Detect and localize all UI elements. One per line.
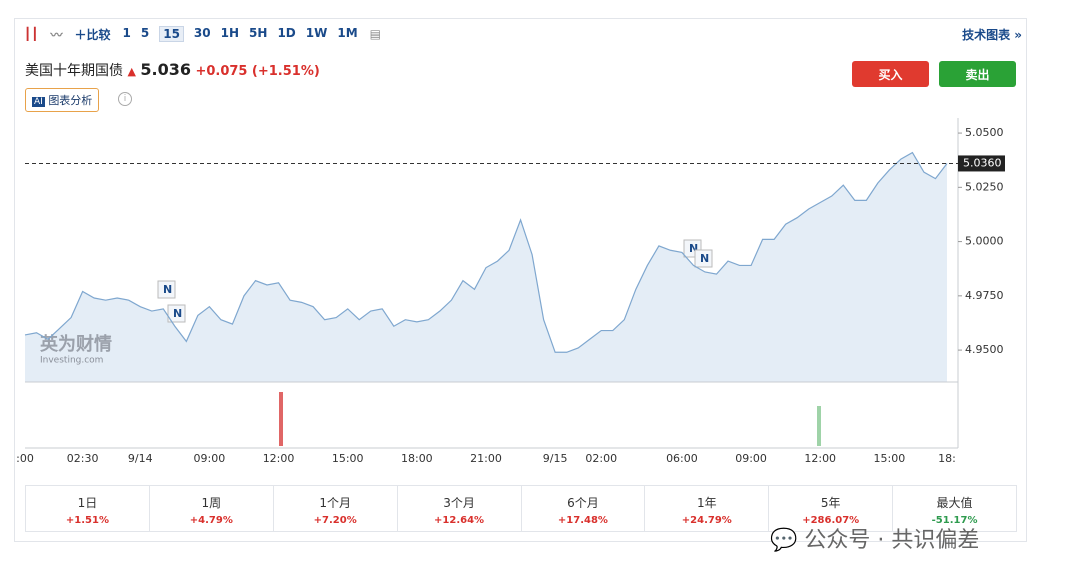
area bbox=[25, 152, 947, 382]
interval[interactable]: 1 bbox=[122, 26, 131, 40]
period: 1个月 bbox=[319, 496, 351, 510]
change: +17.48% bbox=[557, 515, 608, 526]
x-tick-label: 9/14 bbox=[128, 452, 153, 465]
x-tick-label: 09:00 bbox=[735, 452, 767, 465]
period: 1日 bbox=[77, 496, 98, 510]
info-icon[interactable]: i bbox=[118, 92, 132, 106]
period: 1年 bbox=[696, 496, 717, 510]
y-tick-label: 5.0250 bbox=[965, 180, 1004, 193]
ai-icon: AI bbox=[32, 97, 45, 107]
change: +24.79% bbox=[681, 515, 732, 526]
y-tick-label: 4.9750 bbox=[965, 289, 1004, 302]
x-tick-label: 15:00 bbox=[874, 452, 906, 465]
interval[interactable]: 1M bbox=[337, 26, 358, 40]
interval[interactable]: 1D bbox=[277, 26, 296, 40]
up-arrow: ▲ bbox=[127, 65, 136, 78]
change: +7.20% bbox=[313, 515, 357, 526]
logo: 英为财情 bbox=[39, 333, 112, 355]
x-tick-label: 18: bbox=[938, 452, 956, 465]
line-icon[interactable]: 〰 bbox=[50, 27, 63, 42]
last-price-box bbox=[958, 155, 1005, 172]
tech-chart-link[interactable]: 技术图表 » bbox=[962, 28, 1022, 42]
sell-button[interactable]: 卖出 bbox=[939, 61, 1016, 87]
watermark: 💬 公众号 · 共识偏差 bbox=[770, 528, 980, 553]
last-price-label: 5.0360 bbox=[963, 156, 1002, 169]
change-pct: (+1.51%) bbox=[251, 64, 320, 79]
svg-text:N: N bbox=[700, 252, 709, 265]
performance-cell[interactable]: 1周 +4.79% bbox=[150, 486, 274, 531]
price: 5.036 bbox=[140, 60, 191, 79]
x-tick-label: 06:00 bbox=[666, 452, 698, 465]
x-tick-label: :00 bbox=[16, 452, 34, 465]
intervals: 1 5 15 30 1H 5H 1D 1W 1M bbox=[123, 26, 358, 42]
instrument-name: 美国十年期国债 bbox=[25, 63, 123, 79]
performance-cell[interactable]: 最大值 -51.17% bbox=[893, 486, 1016, 531]
compare[interactable]: ＋比较 bbox=[74, 27, 111, 42]
watermark-text: 公众号 · 共识偏差 bbox=[804, 528, 980, 553]
x-tick-label: 12:00 bbox=[804, 452, 836, 465]
header: 美国十年期国债 ▲ 5.036 +0.075 (+1.51%) bbox=[25, 60, 320, 80]
performance-cell[interactable]: 1个月 +7.20% bbox=[274, 486, 398, 531]
interval[interactable]: 1W bbox=[305, 26, 328, 40]
y-tick-label: 4.9500 bbox=[965, 343, 1004, 356]
interval[interactable]: 30 bbox=[193, 26, 211, 40]
period: 1周 bbox=[201, 496, 222, 510]
interval[interactable]: 1H bbox=[220, 26, 240, 40]
performance-cell[interactable]: 3个月 +12.64% bbox=[398, 486, 522, 531]
volume-marker bbox=[817, 406, 821, 446]
logo-site: Investing.com bbox=[40, 356, 103, 366]
change: +0.075 bbox=[195, 64, 248, 79]
performance-cell[interactable]: 5年 +286.07% bbox=[769, 486, 894, 531]
x-tick-label: 15:00 bbox=[332, 452, 364, 465]
compare-label: 比较 bbox=[86, 27, 111, 42]
svg-text:N: N bbox=[689, 242, 698, 255]
performance-cell[interactable]: 6个月 +17.48% bbox=[522, 486, 646, 531]
ai-button[interactable]: AI 图表分析 bbox=[25, 88, 100, 112]
ai-label: 图表分析 bbox=[48, 94, 93, 107]
period: 5年 bbox=[820, 496, 841, 510]
y-tick-label: 5.0000 bbox=[965, 235, 1004, 248]
x-tick-label: 02:30 bbox=[67, 452, 99, 465]
change: +12.64% bbox=[434, 515, 485, 526]
performance-cell[interactable]: 1日 +1.51% bbox=[26, 486, 150, 531]
performance-cell[interactable]: 1年 +24.79% bbox=[645, 486, 770, 531]
price-line bbox=[24, 151, 948, 353]
change: +4.79% bbox=[189, 515, 233, 526]
performance-table: 1日 +1.51% 1周 +4.79% 1个月 +7.20% 3个月 +12.64% 6个月 +1… bbox=[25, 485, 1017, 532]
chart-card bbox=[14, 18, 1027, 542]
x-tick-label: 21:00 bbox=[470, 452, 502, 465]
candle-icon[interactable]: ┃┃ bbox=[24, 27, 39, 41]
period: 最大值 bbox=[936, 496, 973, 510]
svg-text:N: N bbox=[173, 307, 182, 320]
volume-marker bbox=[279, 392, 283, 446]
x-tick-label: 12:00 bbox=[263, 452, 295, 465]
change: -51.17% bbox=[931, 515, 978, 526]
toolbar: ┃┃ 〰 ＋比较 1 5 15 30 1H 5H 1D 1W 1M ▤ bbox=[24, 22, 393, 46]
table-icon[interactable]: ▤ bbox=[369, 27, 381, 41]
svg-text:N: N bbox=[163, 283, 172, 296]
news-markers: N N N N bbox=[157, 239, 713, 323]
buy-button[interactable]: 买入 bbox=[852, 61, 929, 87]
x-tick-label: 9/15 bbox=[543, 452, 568, 465]
change: +286.07% bbox=[802, 515, 860, 526]
period: 6个月 bbox=[567, 496, 599, 510]
period: 3个月 bbox=[443, 496, 475, 510]
change: +1.51% bbox=[65, 515, 109, 526]
interval[interactable]: 5H bbox=[249, 26, 268, 40]
x-tick-label: 02:00 bbox=[585, 452, 617, 465]
chart: 英为财情 Investing.com N N N N 4.9500 4.9750 5… bbox=[16, 118, 1005, 465]
interval[interactable]: 5 bbox=[140, 26, 150, 40]
x-tick-label: 09:00 bbox=[194, 452, 226, 465]
x-tick-label: 18:00 bbox=[401, 452, 433, 465]
interval[interactable]: 15 bbox=[159, 26, 184, 42]
y-tick-label: 5.0500 bbox=[965, 126, 1004, 139]
